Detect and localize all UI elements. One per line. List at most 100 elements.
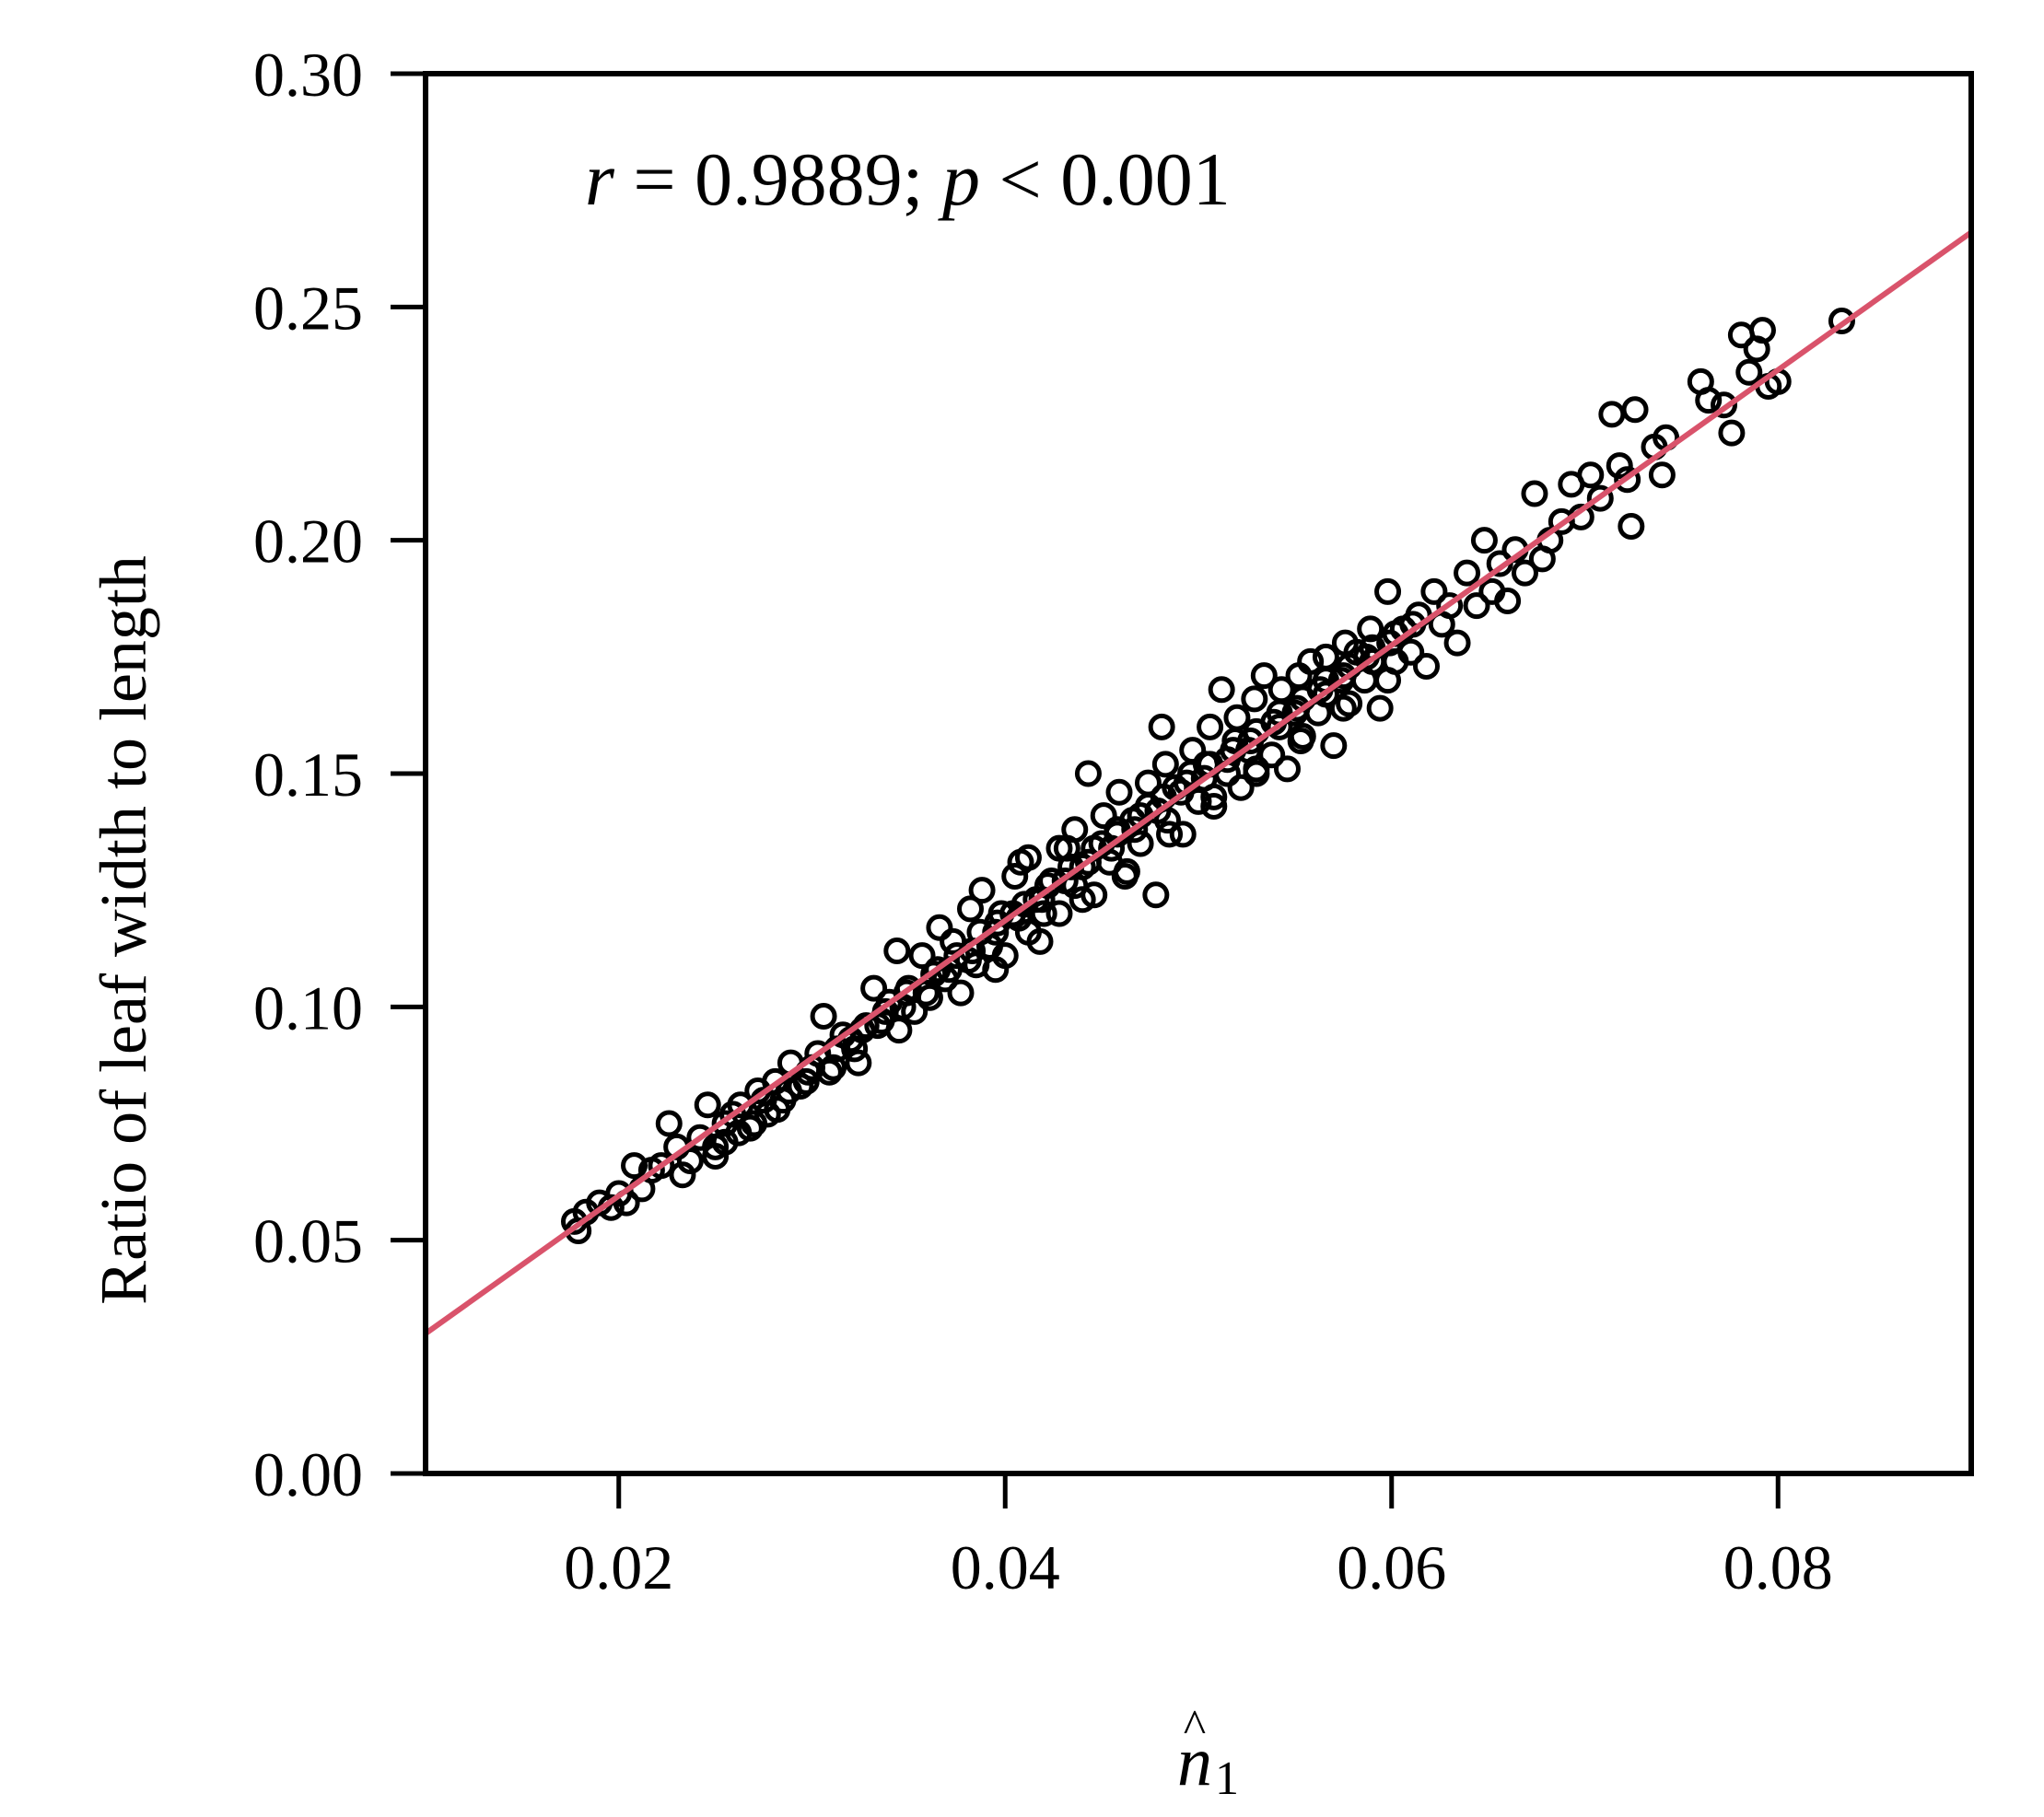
data-point [792, 1067, 820, 1095]
data-point [1213, 746, 1241, 774]
x-tick-label: 0.06 [1337, 1532, 1446, 1602]
data-point [1169, 821, 1197, 848]
data-point [1735, 358, 1763, 386]
data-point [1250, 662, 1278, 690]
data-point [1331, 629, 1359, 657]
data-point [764, 1096, 791, 1124]
data-point [860, 974, 888, 1002]
fit-line [424, 229, 1973, 1336]
data-point [1366, 694, 1394, 722]
data-point [1312, 643, 1339, 670]
correlation-annotation: r = 0.9889; p < 0.001 [585, 137, 1231, 221]
data-point [1010, 891, 1038, 918]
data-point [1329, 662, 1357, 690]
data-point [1577, 461, 1605, 489]
x-axis-ticks: 0.02 0.04 0.06 0.08 [564, 1473, 1833, 1602]
data-point [1511, 559, 1538, 587]
data-point [1200, 792, 1228, 820]
data-point [1074, 760, 1102, 787]
data-point [1397, 638, 1425, 666]
data-point [1413, 652, 1441, 680]
data-point [1748, 317, 1776, 344]
data-point [741, 1110, 768, 1137]
data-point [1074, 848, 1102, 876]
y-tick-label: 0.25 [253, 273, 363, 343]
data-point [1061, 816, 1089, 844]
data-point [1420, 577, 1448, 605]
data-point [1190, 764, 1218, 792]
data-point [1470, 527, 1498, 554]
data-point [1105, 778, 1133, 806]
r-value: = 0.9889; [614, 137, 942, 221]
p-value: < 0.001 [980, 137, 1231, 221]
data-point [1614, 466, 1641, 494]
data-point [1142, 881, 1170, 909]
data-point [1374, 577, 1402, 605]
data-point [1243, 760, 1270, 787]
data-point [1320, 732, 1348, 760]
data-point [621, 1152, 648, 1180]
data-point [1134, 769, 1162, 797]
data-point [1156, 821, 1184, 848]
data-point [694, 1091, 721, 1119]
data-point [968, 877, 996, 904]
data-point [1001, 862, 1029, 890]
data-point [1267, 676, 1295, 704]
data-point [845, 1049, 872, 1077]
y-tick-label: 0.15 [253, 740, 363, 809]
data-point [1695, 387, 1723, 414]
data-point [1113, 857, 1140, 885]
r-symbol: r [585, 137, 615, 221]
data-point [655, 1110, 683, 1137]
data-point [1648, 461, 1676, 489]
data-point [883, 938, 911, 965]
data-point [1463, 592, 1490, 620]
x-tick-label: 0.08 [1723, 1532, 1833, 1602]
data-point [676, 1147, 704, 1175]
data-point [947, 979, 975, 1007]
data-point [1241, 685, 1268, 713]
data-point [1069, 886, 1096, 914]
data-point [1069, 853, 1096, 880]
data-point [1227, 774, 1255, 801]
y-tick-label: 0.05 [253, 1206, 363, 1276]
data-point [1329, 694, 1357, 722]
data-point [841, 1035, 869, 1063]
data-point [1144, 798, 1172, 825]
data-point [1051, 868, 1079, 895]
data-point [1014, 844, 1042, 871]
data-point [1436, 592, 1464, 620]
data-point [1586, 484, 1614, 512]
data-point [1026, 927, 1054, 955]
data-point [1179, 737, 1207, 764]
y-tick-label: 0.20 [253, 507, 363, 577]
data-point [908, 942, 936, 970]
data-point [1357, 615, 1384, 643]
data-point [1273, 755, 1301, 783]
data-point [1197, 713, 1224, 740]
data-point [1098, 834, 1126, 862]
data-point [1287, 728, 1314, 755]
data-point [1606, 452, 1633, 480]
data-point [1454, 559, 1481, 587]
data-point [943, 942, 971, 970]
data-point [1494, 588, 1522, 615]
data-point [711, 1128, 739, 1156]
y-axis-title: Ratio of leaf width to length [87, 555, 160, 1305]
data-point [1711, 391, 1738, 419]
data-point [1127, 830, 1154, 857]
data-point [1828, 308, 1855, 335]
x-axis-title-subscript: 1 [1215, 1753, 1239, 1805]
data-point [1598, 401, 1626, 428]
data-point [912, 979, 940, 1007]
x-tick-label: 0.04 [951, 1532, 1060, 1602]
x-axis-title: ^ n 1 [1177, 1701, 1239, 1805]
data-point [1521, 480, 1548, 507]
data-point [1283, 694, 1311, 722]
data-point [1443, 629, 1471, 657]
data-point [982, 956, 1010, 984]
data-point [1121, 816, 1149, 844]
data-point [1285, 662, 1313, 690]
data-point [1151, 751, 1179, 778]
